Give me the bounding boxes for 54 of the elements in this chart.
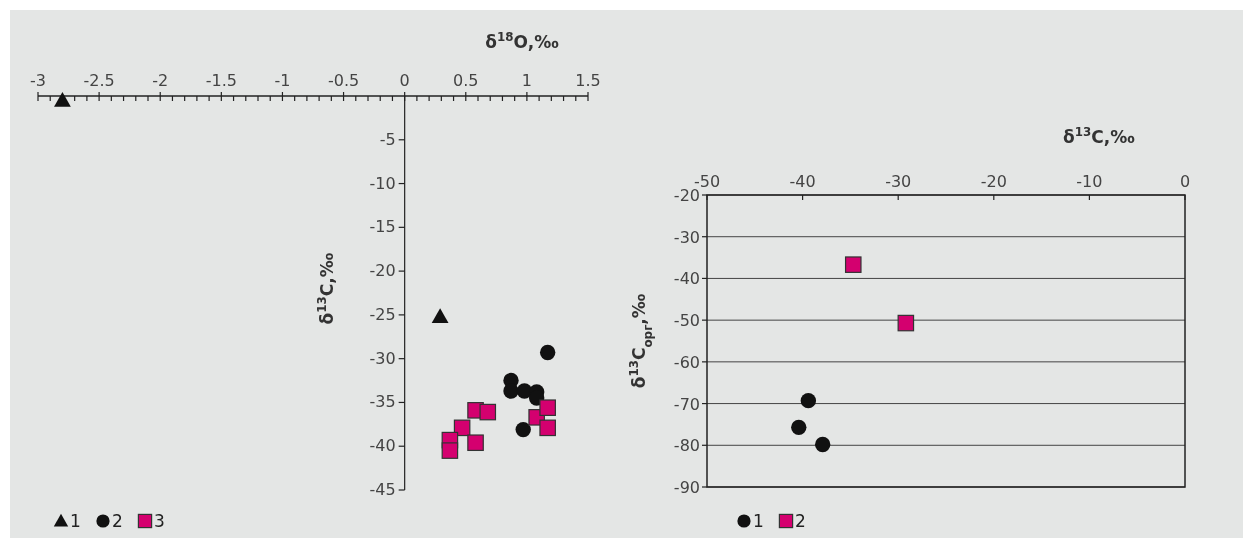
point xyxy=(844,256,862,273)
y-tick-label: -90 xyxy=(673,478,700,497)
x-tick-label: -2 xyxy=(152,71,169,90)
x-tick-label: -30 xyxy=(885,172,912,191)
legend-label: 1 xyxy=(753,511,764,531)
point xyxy=(441,442,459,459)
x-tick-label: 0 xyxy=(399,71,410,90)
y-tick-label: -40 xyxy=(369,436,396,456)
x-tick-label: -1 xyxy=(274,71,291,90)
x-tick-label: 1.5 xyxy=(575,71,601,90)
point xyxy=(814,436,831,453)
y-tick-label: -40 xyxy=(673,269,700,289)
y-tick-label: -60 xyxy=(673,352,700,372)
point xyxy=(503,383,519,399)
y-tick-label: -30 xyxy=(673,227,700,247)
y-tick-label: -30 xyxy=(369,348,396,368)
x-tick-label: -2.5 xyxy=(83,71,115,90)
x-tick-label: 1 xyxy=(521,71,532,90)
y-tick-label: -15 xyxy=(369,217,396,237)
y-tick-label: -25 xyxy=(369,304,396,324)
x-axis-title: δ$^{13}$C,‰ xyxy=(1063,125,1136,147)
legend-label: 1 xyxy=(70,511,81,531)
x-tick-label: 0.5 xyxy=(453,71,479,90)
y-tick-label: -20 xyxy=(369,261,396,281)
x-tick-label: -0.5 xyxy=(327,71,360,90)
legend-label: 3 xyxy=(154,511,165,531)
x-axis-title: δ$^{18}$O,‰ xyxy=(485,30,560,52)
y-tick-label: -50 xyxy=(673,311,700,331)
point xyxy=(431,308,449,323)
point xyxy=(453,419,471,437)
point xyxy=(539,419,556,437)
point xyxy=(54,91,71,107)
y-tick-label: -5 xyxy=(379,129,396,149)
y-tick-label: -20 xyxy=(673,186,700,205)
point xyxy=(467,434,484,452)
point xyxy=(515,421,531,438)
point xyxy=(791,419,807,436)
x-tick-label: -20 xyxy=(980,172,1007,191)
y-tick-label: -80 xyxy=(673,436,700,456)
y-tick-label: -45 xyxy=(369,480,396,499)
x-tick-label: -3 xyxy=(30,71,46,90)
x-tick-label: -1.5 xyxy=(205,71,237,90)
legend-label: 2 xyxy=(112,511,123,531)
legend-label: 2 xyxy=(795,511,806,531)
x-tick-label: -10 xyxy=(1076,172,1103,191)
y-tick-label: -35 xyxy=(369,392,396,412)
point xyxy=(539,399,556,416)
y-tick-label: -70 xyxy=(673,394,700,414)
point xyxy=(539,344,556,361)
point xyxy=(897,314,915,332)
point xyxy=(479,403,497,421)
point xyxy=(800,392,817,409)
x-tick-label: 0 xyxy=(1179,172,1191,191)
x-tick-label: -40 xyxy=(789,172,816,191)
